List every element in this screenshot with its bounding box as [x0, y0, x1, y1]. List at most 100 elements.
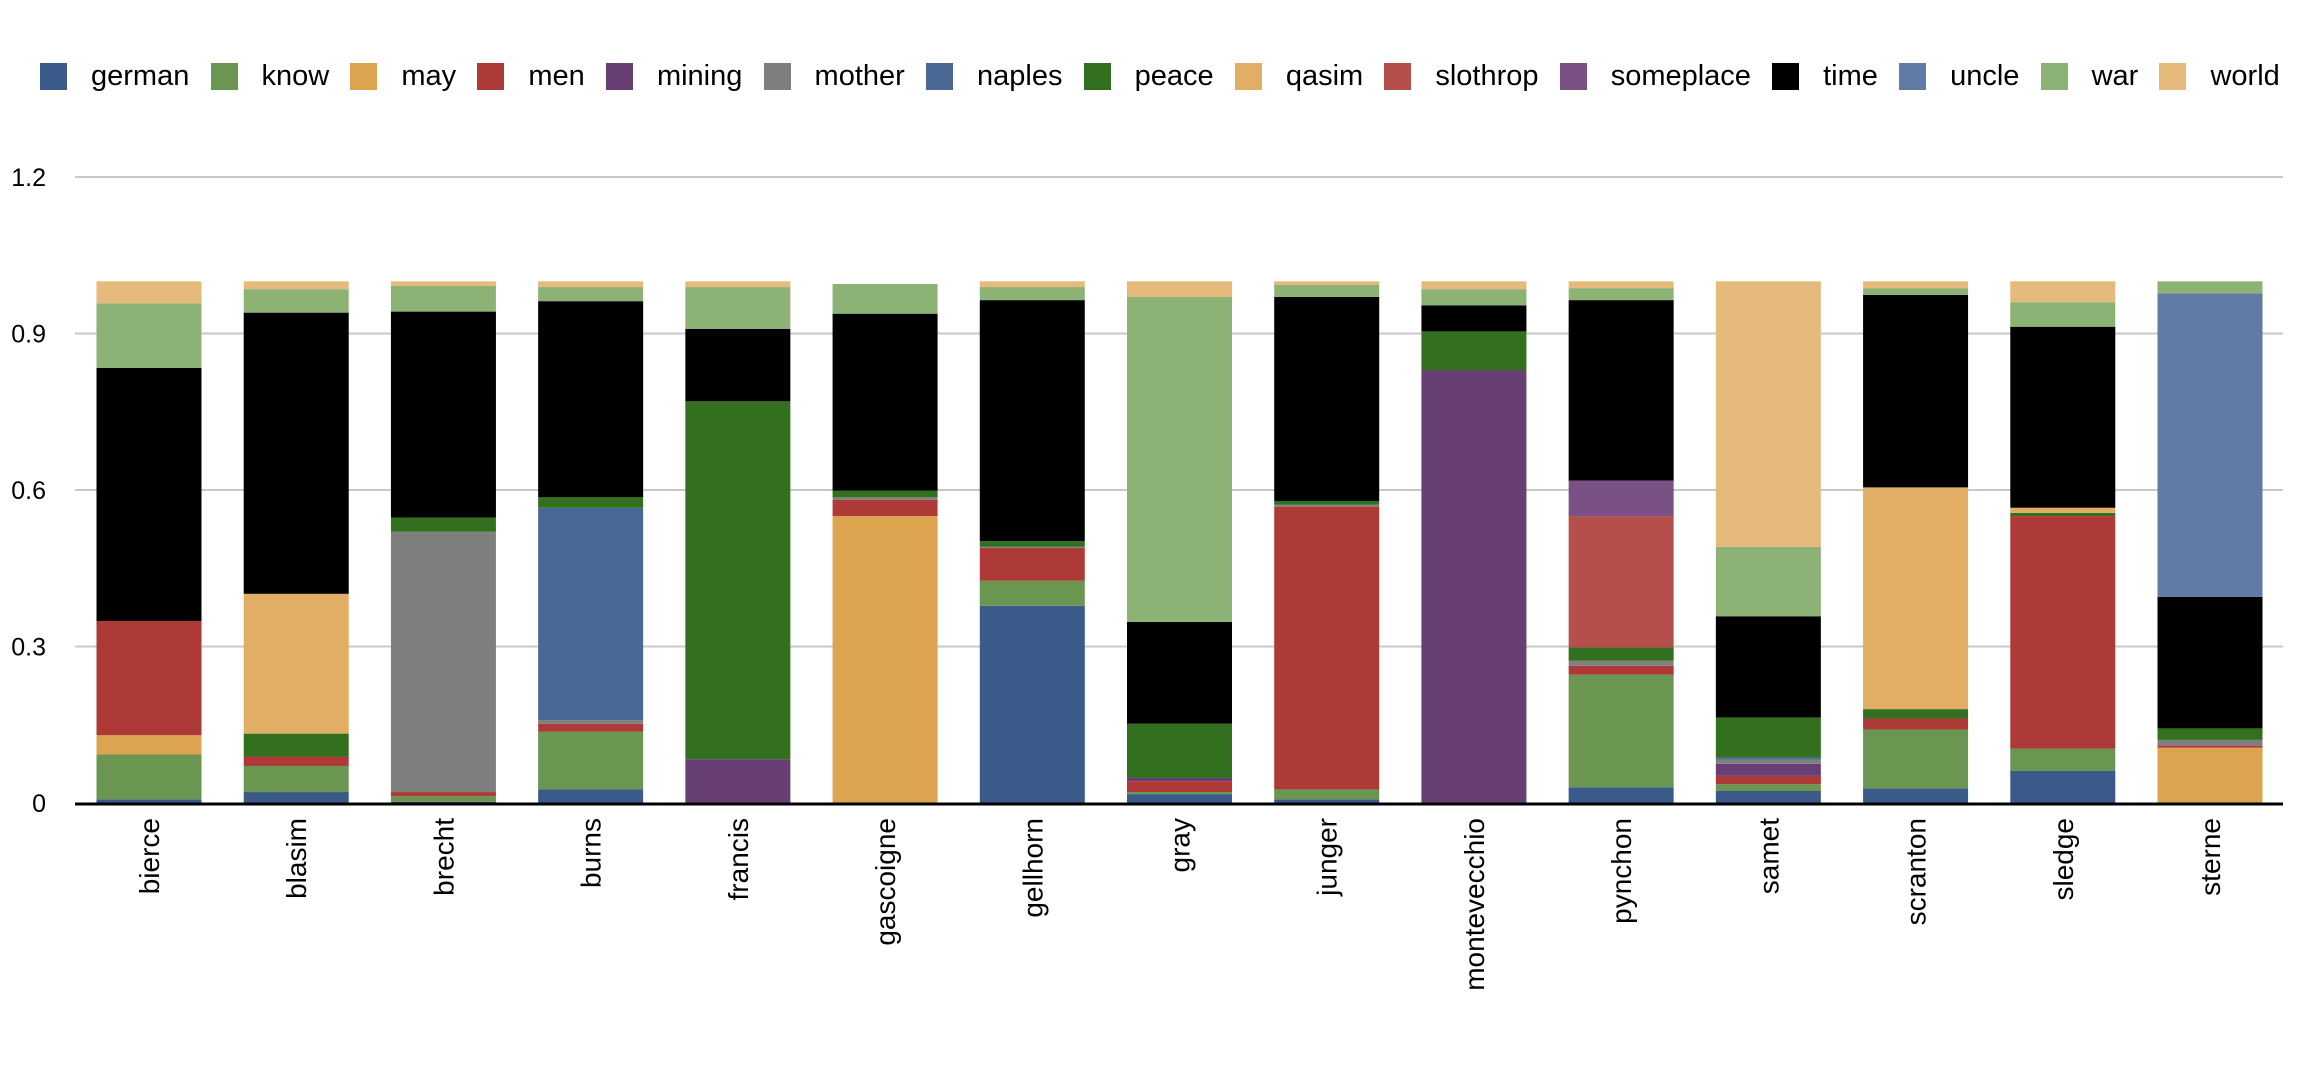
bar-segment-know[interactable]	[96, 754, 202, 800]
bar-segment-know[interactable]	[1568, 674, 1674, 788]
bar-segment-uncle[interactable]	[2157, 293, 2263, 597]
bar-segment-war[interactable]	[1421, 289, 1527, 306]
bar-segment-men[interactable]	[96, 620, 202, 736]
bar-segment-german[interactable]	[1863, 788, 1969, 803]
bar-segment-time[interactable]	[832, 313, 938, 491]
bar-segment-mother[interactable]	[1274, 504, 1380, 507]
bar-segment-men[interactable]	[2157, 745, 2263, 748]
bar-segment-world[interactable]	[1127, 281, 1232, 297]
bar-segment-peace[interactable]	[390, 517, 496, 532]
bar-segment-war[interactable]	[1715, 546, 1821, 617]
bar-segment-peace[interactable]	[2157, 728, 2263, 740]
bar-segment-war[interactable]	[2157, 281, 2263, 294]
legend-item-someplace[interactable]: someplace	[1559, 60, 1751, 93]
bar-segment-mining[interactable]	[1421, 370, 1527, 803]
bar-segment-war[interactable]	[1274, 284, 1380, 297]
bar-segment-peace[interactable]	[1421, 331, 1527, 371]
bar-segment-peace[interactable]	[1127, 723, 1232, 778]
bar-segment-men[interactable]	[1127, 781, 1232, 793]
bar-segment-world[interactable]	[96, 281, 202, 304]
bar-segment-peace[interactable]	[2010, 512, 2116, 517]
bar-segment-mother[interactable]	[2157, 739, 2263, 746]
bar-segment-mother[interactable]	[1568, 660, 1674, 666]
bar-segment-know[interactable]	[1715, 784, 1821, 792]
bar-segment-time[interactable]	[979, 300, 1085, 542]
bar-segment-time[interactable]	[96, 367, 202, 621]
bar-segment-mother[interactable]	[538, 720, 644, 724]
bar-segment-peace[interactable]	[1863, 709, 1969, 719]
bar-segment-world[interactable]	[1568, 281, 1674, 289]
bar-segment-peace[interactable]	[1715, 717, 1821, 758]
bar-segment-german[interactable]	[1568, 787, 1674, 803]
bar-segment-may[interactable]	[832, 516, 938, 803]
bar-segment-war[interactable]	[685, 287, 791, 329]
bar-segment-war[interactable]	[1127, 296, 1232, 622]
bar-segment-war[interactable]	[538, 287, 644, 302]
bar-segment-know[interactable]	[979, 580, 1085, 606]
bar-segment-mother[interactable]	[832, 497, 938, 500]
bar-segment-know[interactable]	[2010, 748, 2116, 771]
bar-segment-men[interactable]	[1863, 718, 1969, 730]
bar-segment-german[interactable]	[243, 792, 349, 803]
bar-segment-world[interactable]	[243, 281, 349, 290]
bar-segment-know[interactable]	[1274, 789, 1380, 800]
bar-segment-world[interactable]	[538, 281, 644, 288]
bar-segment-peace[interactable]	[243, 733, 349, 757]
bar-segment-qasim[interactable]	[243, 593, 349, 734]
bar-segment-peace[interactable]	[832, 490, 938, 498]
bar-segment-war[interactable]	[1568, 288, 1674, 301]
bar-segment-know[interactable]	[1863, 729, 1969, 789]
bar-segment-world[interactable]	[390, 281, 496, 287]
bar-segment-german[interactable]	[1715, 791, 1821, 803]
legend-item-uncle[interactable]: uncle	[1899, 60, 2019, 93]
bar-segment-someplace[interactable]	[1568, 480, 1674, 517]
bar-segment-know[interactable]	[1127, 792, 1232, 795]
legend-item-may[interactable]: may	[350, 60, 456, 93]
bar-segment-time[interactable]	[2157, 596, 2263, 729]
bar-segment-world[interactable]	[1274, 281, 1380, 285]
legend-item-know[interactable]: know	[210, 60, 329, 93]
legend-item-mining[interactable]: mining	[605, 60, 742, 93]
bar-segment-know[interactable]	[538, 731, 644, 790]
bar-segment-world[interactable]	[1715, 281, 1821, 547]
bar-segment-may[interactable]	[2157, 747, 2263, 803]
bar-segment-german[interactable]	[979, 605, 1085, 803]
bar-segment-time[interactable]	[1568, 300, 1674, 481]
bar-segment-war[interactable]	[243, 289, 349, 313]
legend-item-german[interactable]: german	[40, 60, 189, 93]
bar-segment-men[interactable]	[1274, 506, 1380, 790]
bar-segment-mining[interactable]	[1715, 763, 1821, 776]
bar-segment-german[interactable]	[2010, 770, 2116, 803]
bar-segment-may[interactable]	[96, 735, 202, 755]
legend-item-world[interactable]: world	[2159, 60, 2280, 93]
legend-item-men[interactable]: men	[477, 60, 585, 93]
bar-segment-know[interactable]	[243, 765, 349, 793]
legend-item-peace[interactable]: peace	[1083, 60, 1214, 93]
bar-segment-world[interactable]	[979, 281, 1085, 288]
bar-segment-war[interactable]	[979, 287, 1085, 301]
bar-segment-world[interactable]	[2010, 281, 2116, 303]
bar-segment-men[interactable]	[832, 499, 938, 517]
bar-segment-peace[interactable]	[979, 541, 1085, 547]
bar-segment-time[interactable]	[1715, 616, 1821, 718]
legend-item-slothrop[interactable]: slothrop	[1384, 60, 1539, 93]
bar-segment-qasim[interactable]	[2010, 507, 2116, 513]
bar-segment-men[interactable]	[243, 756, 349, 766]
legend-item-naples[interactable]: naples	[925, 60, 1062, 93]
bar-segment-men[interactable]	[1715, 775, 1821, 785]
bar-segment-mother[interactable]	[390, 531, 496, 793]
bar-segment-men[interactable]	[2010, 516, 2116, 749]
bar-segment-german[interactable]	[390, 801, 496, 803]
bar-segment-slothrop[interactable]	[1568, 516, 1674, 648]
bar-segment-war[interactable]	[832, 283, 938, 314]
bar-segment-mining[interactable]	[685, 759, 791, 803]
bar-segment-war[interactable]	[96, 303, 202, 368]
bar-segment-mining[interactable]	[1127, 777, 1232, 782]
bar-segment-time[interactable]	[1863, 294, 1969, 488]
bar-segment-world[interactable]	[685, 281, 791, 288]
bar-segment-mother[interactable]	[979, 546, 1085, 548]
bar-segment-time[interactable]	[243, 312, 349, 594]
bar-segment-time[interactable]	[390, 311, 496, 518]
legend-item-mother[interactable]: mother	[763, 60, 905, 93]
bar-segment-world[interactable]	[1863, 281, 1969, 289]
